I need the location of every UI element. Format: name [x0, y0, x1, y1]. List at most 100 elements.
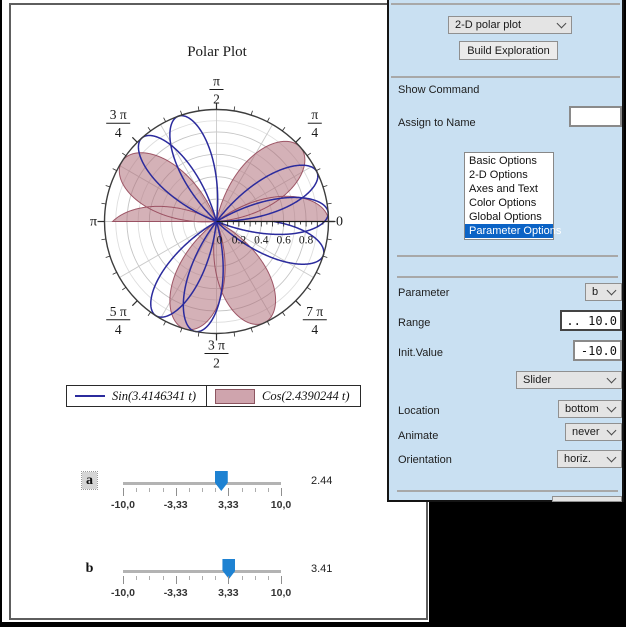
- angle-label-numerator: 5 π: [110, 304, 127, 319]
- slider-tick: [123, 488, 124, 496]
- angle-tick: [122, 152, 127, 156]
- panel-divider: [397, 276, 618, 278]
- slider-tick: [149, 488, 151, 492]
- angle-tick: [282, 127, 286, 132]
- plot-type-value: 2-D polar plot: [455, 19, 522, 31]
- slider-tick: [188, 576, 190, 580]
- cos-fill-sample: [215, 388, 256, 404]
- angle-tick: [266, 321, 270, 326]
- show-command-label: Show Command: [398, 84, 480, 96]
- angle-tick: [105, 255, 111, 258]
- slider-tick: [281, 576, 282, 584]
- options-panel: 2-D polar plot Build Exploration Show Co…: [387, 0, 624, 502]
- build-exploration-button[interactable]: Build Exploration: [459, 41, 558, 60]
- angle-label-numerator: π: [311, 107, 318, 122]
- plot-type-dropdown[interactable]: 2-D polar plot: [448, 16, 572, 34]
- slider-b-track[interactable]: [123, 570, 281, 573]
- options-list-item[interactable]: Basic Options: [469, 155, 537, 167]
- angle-tick: [322, 185, 328, 188]
- slider-tick: [281, 488, 282, 496]
- angle-tick: [295, 136, 302, 143]
- panel-divider: [397, 255, 618, 257]
- orientation-label: Orientation: [398, 454, 452, 466]
- init-value-input[interactable]: -10.0: [573, 340, 622, 361]
- angle-tick: [233, 106, 236, 111]
- angle-label-denominator: 2: [213, 356, 220, 371]
- angle-label: π: [90, 215, 97, 230]
- slider-b: b 3.41 -10,0 -3,33 3,33 10,0: [2, 556, 428, 618]
- slider-tick-label: 3,33: [218, 587, 239, 599]
- options-list-item[interactable]: Axes and Text: [469, 183, 538, 195]
- angle-tick: [197, 332, 200, 337]
- options-list-item[interactable]: 2-D Options: [469, 169, 528, 181]
- slider-tick: [188, 488, 190, 492]
- plot-legend: Sin(3.4146341 t) Cos(2.4390244 t): [66, 385, 361, 407]
- slider-tick: [162, 488, 164, 492]
- options-list-item[interactable]: Global Options: [469, 211, 542, 223]
- slider-tick-label: -10,0: [111, 587, 135, 599]
- angle-tick: [147, 127, 151, 132]
- angle-label-numerator: π: [213, 74, 220, 89]
- options-list-item[interactable]: Color Options: [469, 197, 537, 209]
- slider-tick: [149, 576, 151, 580]
- legend-label-cos: Cos(2.4390244 t): [262, 388, 350, 403]
- slider-tick: [215, 576, 217, 580]
- angle-tick: [327, 202, 332, 205]
- assign-to-name-input[interactable]: [569, 106, 622, 127]
- angle-tick: [131, 300, 138, 307]
- slider-a-track[interactable]: [123, 482, 281, 485]
- angle-tick: [322, 255, 328, 258]
- range-label: Range: [398, 317, 431, 329]
- slider-tick-label: 10,0: [270, 587, 292, 599]
- r-axis-tick-label: 0.2: [232, 235, 247, 247]
- chevron-down-icon: [606, 373, 617, 384]
- r-axis-tick-label: 0.4: [254, 235, 269, 247]
- options-list-item[interactable]: Parameter Options: [465, 224, 561, 238]
- orientation-dropdown[interactable]: horiz.: [557, 450, 622, 468]
- angle-tick: [163, 321, 167, 326]
- legend-entry-sin: Sin(3.4146341 t): [67, 386, 206, 406]
- control-type-dropdown[interactable]: Slider: [516, 371, 622, 389]
- angle-tick: [197, 106, 200, 111]
- parameter-value: b: [592, 286, 599, 298]
- angle-tick: [316, 168, 321, 172]
- angle-label-denominator: 4: [115, 125, 122, 140]
- angle-label-numerator: 3 π: [110, 107, 127, 122]
- slider-tick: [136, 488, 138, 492]
- slider-tick: [162, 576, 164, 580]
- panel-divider: [391, 76, 620, 78]
- angle-tick: [112, 271, 117, 275]
- location-label: Location: [398, 405, 440, 417]
- chevron-down-icon: [606, 452, 617, 463]
- angle-tick: [163, 117, 167, 122]
- slider-a-thumb[interactable]: [214, 471, 228, 491]
- animate-dropdown[interactable]: never: [565, 423, 622, 441]
- angle-label: 0: [336, 215, 343, 230]
- animate-value: never: [572, 426, 600, 438]
- parameter-dropdown[interactable]: b: [585, 283, 622, 301]
- r-axis-tick-label: 0.8: [299, 235, 314, 247]
- angle-label-denominator: 4: [115, 322, 122, 337]
- slider-tick: [267, 576, 269, 580]
- slider-tick: [123, 576, 124, 584]
- angle-tick: [112, 168, 117, 172]
- angle-label-denominator: 4: [311, 322, 318, 337]
- slider-tick: [175, 576, 177, 584]
- angle-tick: [250, 110, 253, 116]
- slider-tick: [215, 488, 217, 492]
- range-input[interactable]: .. 10.0: [560, 310, 622, 331]
- angle-tick: [101, 202, 106, 205]
- slider-a: a 2.44 -10,0 -3,33 3,33 10,0: [2, 468, 428, 530]
- slider-b-thumb[interactable]: [222, 559, 236, 579]
- control-type-value: Slider: [523, 374, 552, 386]
- init-value-label: Init.Value: [398, 347, 444, 359]
- location-dropdown[interactable]: bottom: [558, 400, 622, 418]
- slider-tick-label: -3,33: [163, 499, 188, 511]
- slider-tick: [267, 488, 269, 492]
- slider-b-label: b: [85, 561, 94, 576]
- slider-tick-label: -10,0: [111, 499, 135, 511]
- slider-tick: [228, 488, 230, 496]
- parameter-label: Parameter: [398, 287, 450, 299]
- slider-tick-label: 3,33: [218, 499, 239, 511]
- angle-label-denominator: 2: [213, 92, 220, 107]
